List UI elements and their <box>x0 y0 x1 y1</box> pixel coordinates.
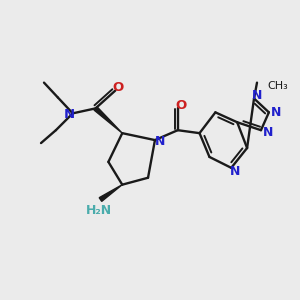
Polygon shape <box>94 107 122 133</box>
Text: N: N <box>155 135 165 148</box>
Polygon shape <box>99 185 122 201</box>
Text: N: N <box>252 89 262 102</box>
Text: H₂N: H₂N <box>85 204 112 217</box>
Text: N: N <box>271 106 281 119</box>
Text: CH₃: CH₃ <box>267 81 288 91</box>
Text: O: O <box>113 81 124 94</box>
Text: N: N <box>263 126 273 139</box>
Text: N: N <box>64 108 75 121</box>
Text: O: O <box>175 99 186 112</box>
Text: N: N <box>230 165 240 178</box>
